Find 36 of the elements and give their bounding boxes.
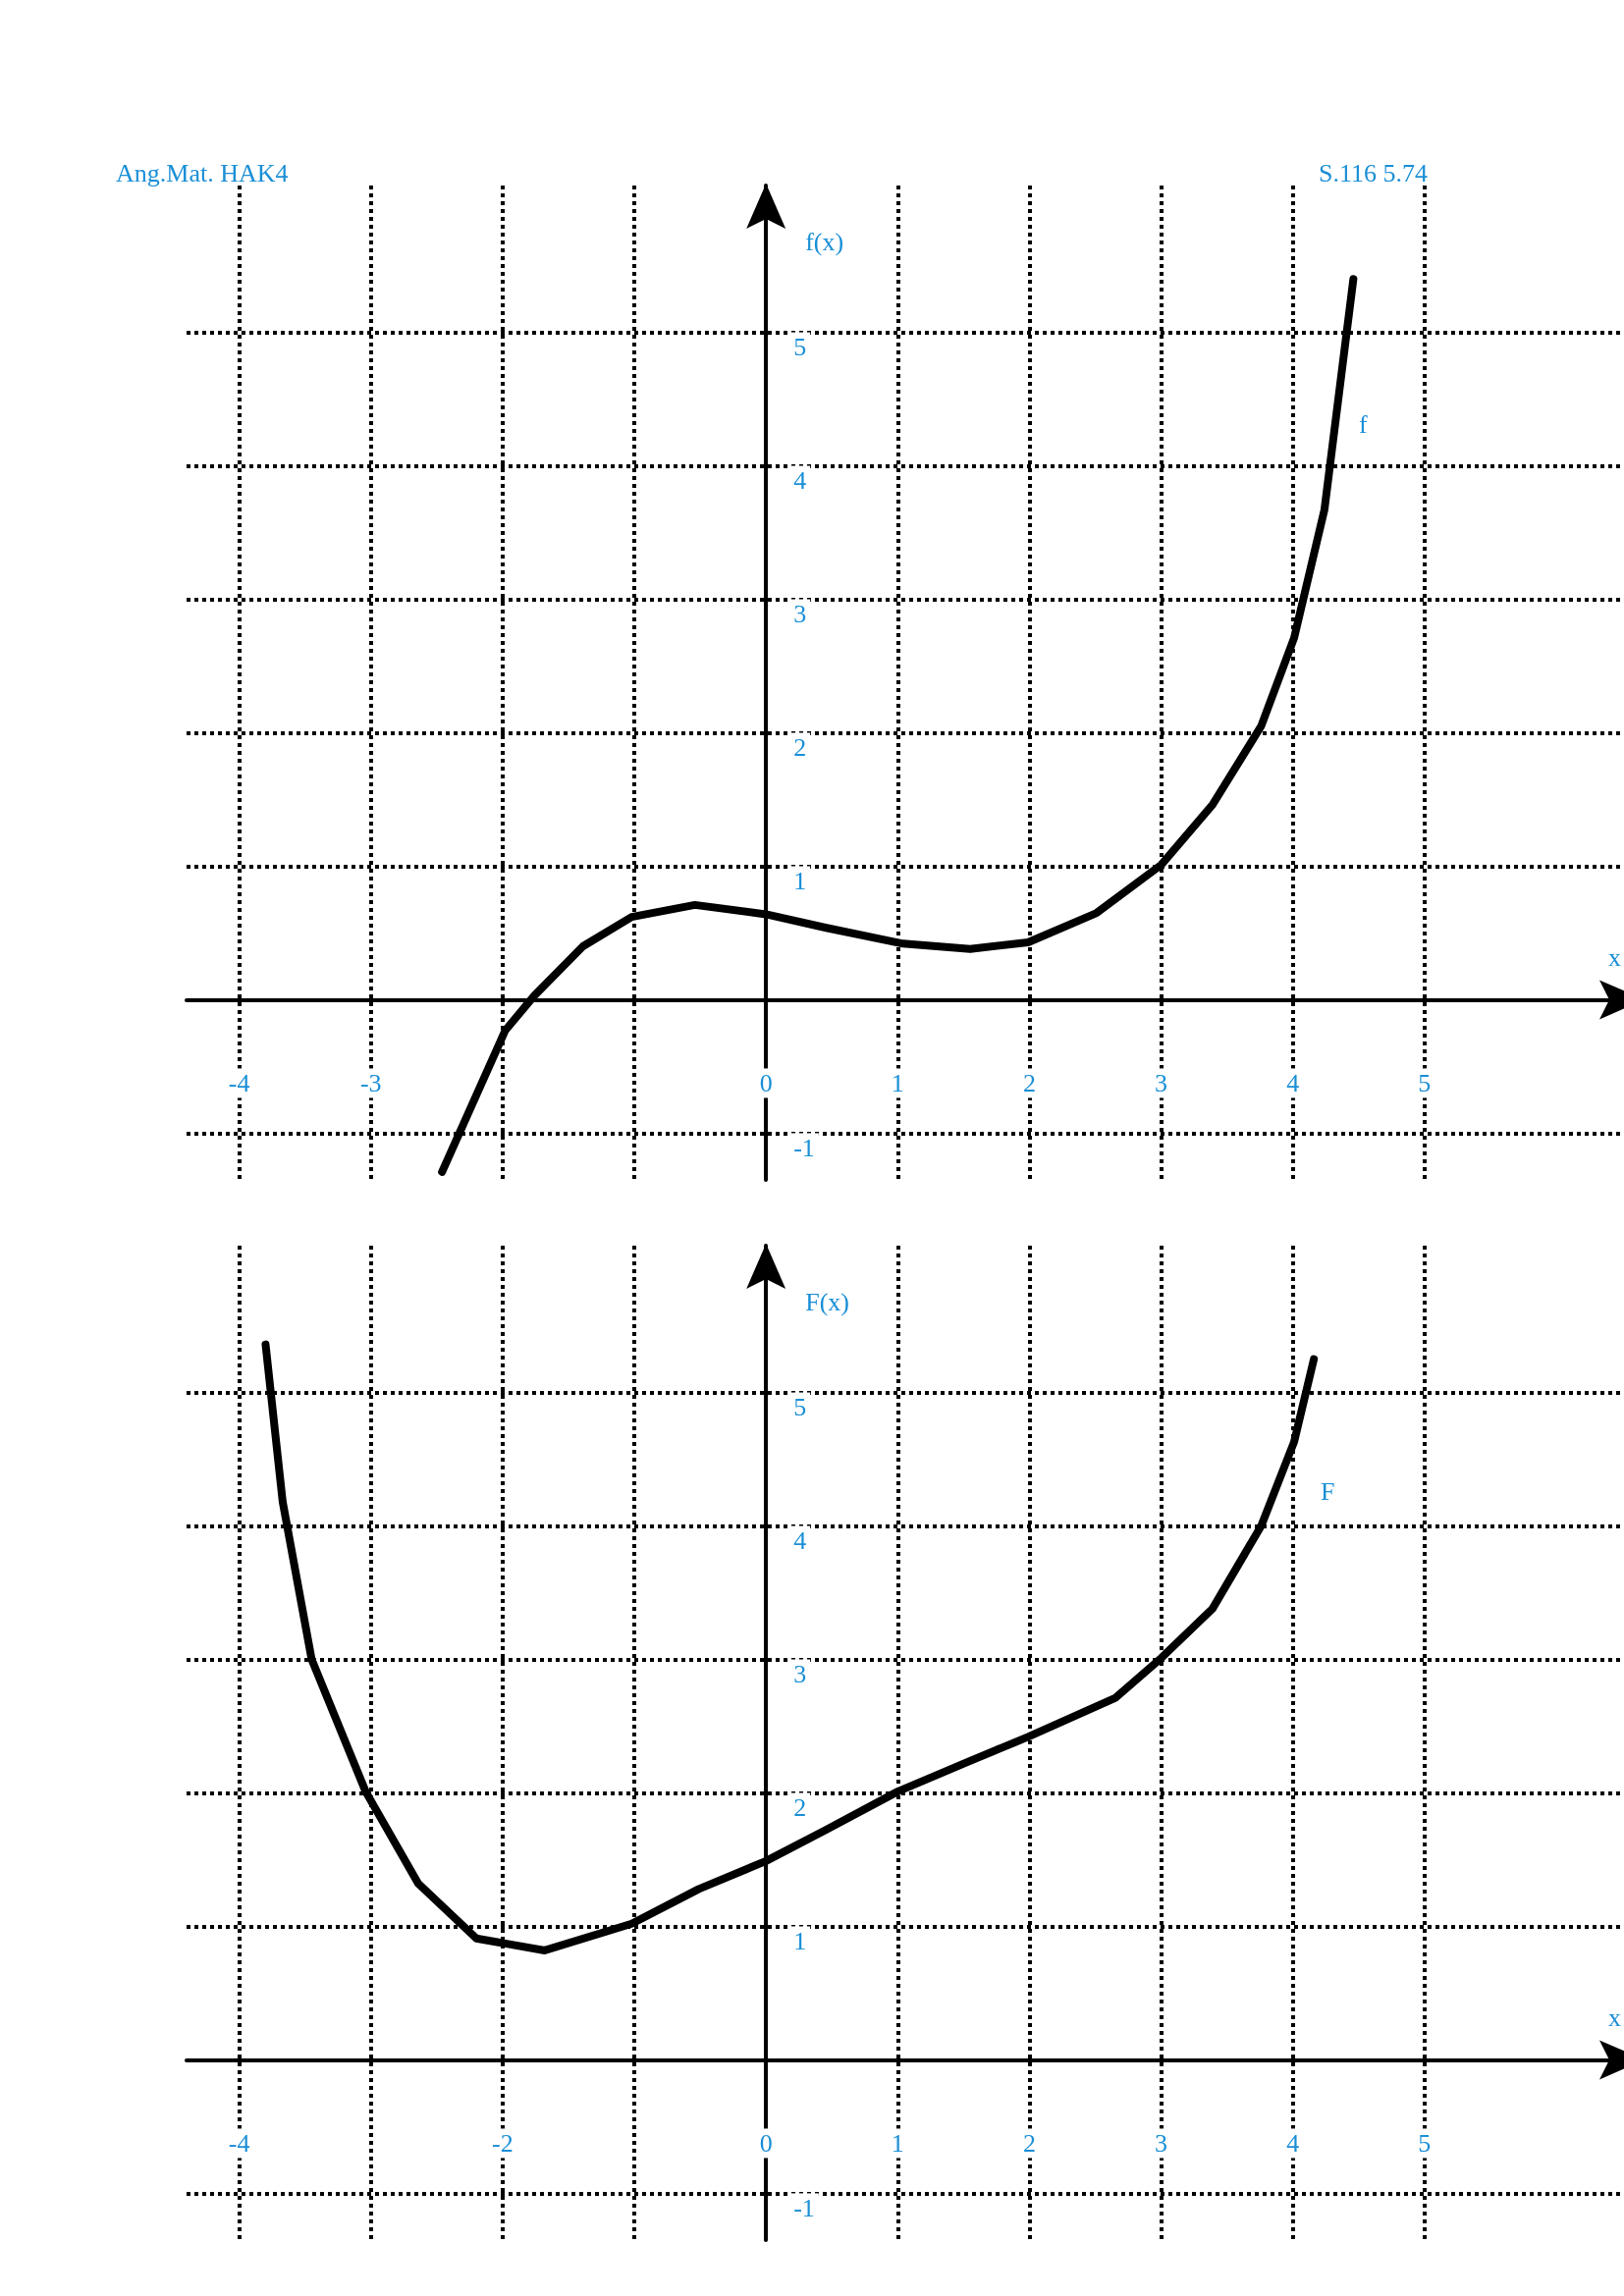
y-axis-title: F(x)	[805, 1287, 849, 1316]
x-tick-label: -3	[359, 1068, 382, 1097]
x-tick-label: 0	[759, 2128, 773, 2158]
y-tick-label: 2	[793, 732, 807, 762]
annotation: F	[1321, 1477, 1335, 1507]
x-tick-label: 1	[891, 2128, 904, 2158]
y-tick-label: 2	[793, 1792, 807, 1822]
y-tick-label: 1	[793, 1926, 807, 1955]
x-tick-label: 3	[1155, 1068, 1168, 1097]
x-tick-label: 5	[1418, 1068, 1432, 1097]
annotation: Ang.Mat. HAK4	[116, 159, 289, 188]
y-tick-label: -1	[793, 2193, 815, 2222]
x-tick-label: 4	[1286, 1068, 1300, 1097]
x-tick-label: 2	[1022, 1068, 1036, 1097]
x-tick-label: 1	[891, 1068, 904, 1097]
x-tick-label: 5	[1418, 2128, 1432, 2158]
x-tick-label: 2	[1022, 2128, 1036, 2158]
y-tick-label: 3	[793, 600, 807, 629]
x-axis-title: x	[1608, 2002, 1621, 2032]
y-tick-label: -1	[793, 1133, 815, 1162]
y-tick-label: 4	[793, 1526, 807, 1556]
x-tick-label: -4	[228, 1068, 250, 1097]
x-tick-label: -2	[492, 2128, 514, 2158]
annotation: f	[1359, 410, 1368, 440]
x-tick-label: 4	[1286, 2128, 1300, 2158]
y-tick-label: 5	[793, 1393, 807, 1422]
x-tick-label: 3	[1155, 2128, 1168, 2158]
y-tick-label: 3	[793, 1660, 807, 1689]
annotation: S.116 5.74	[1319, 159, 1428, 188]
y-tick-label: 5	[793, 333, 807, 362]
x-axis-title: x	[1608, 942, 1621, 972]
y-tick-label: 4	[793, 466, 807, 496]
y-axis-title: f(x)	[805, 227, 844, 256]
x-tick-label: -4	[228, 2128, 250, 2158]
x-tick-label: 0	[759, 1068, 773, 1097]
y-tick-label: 1	[793, 866, 807, 895]
